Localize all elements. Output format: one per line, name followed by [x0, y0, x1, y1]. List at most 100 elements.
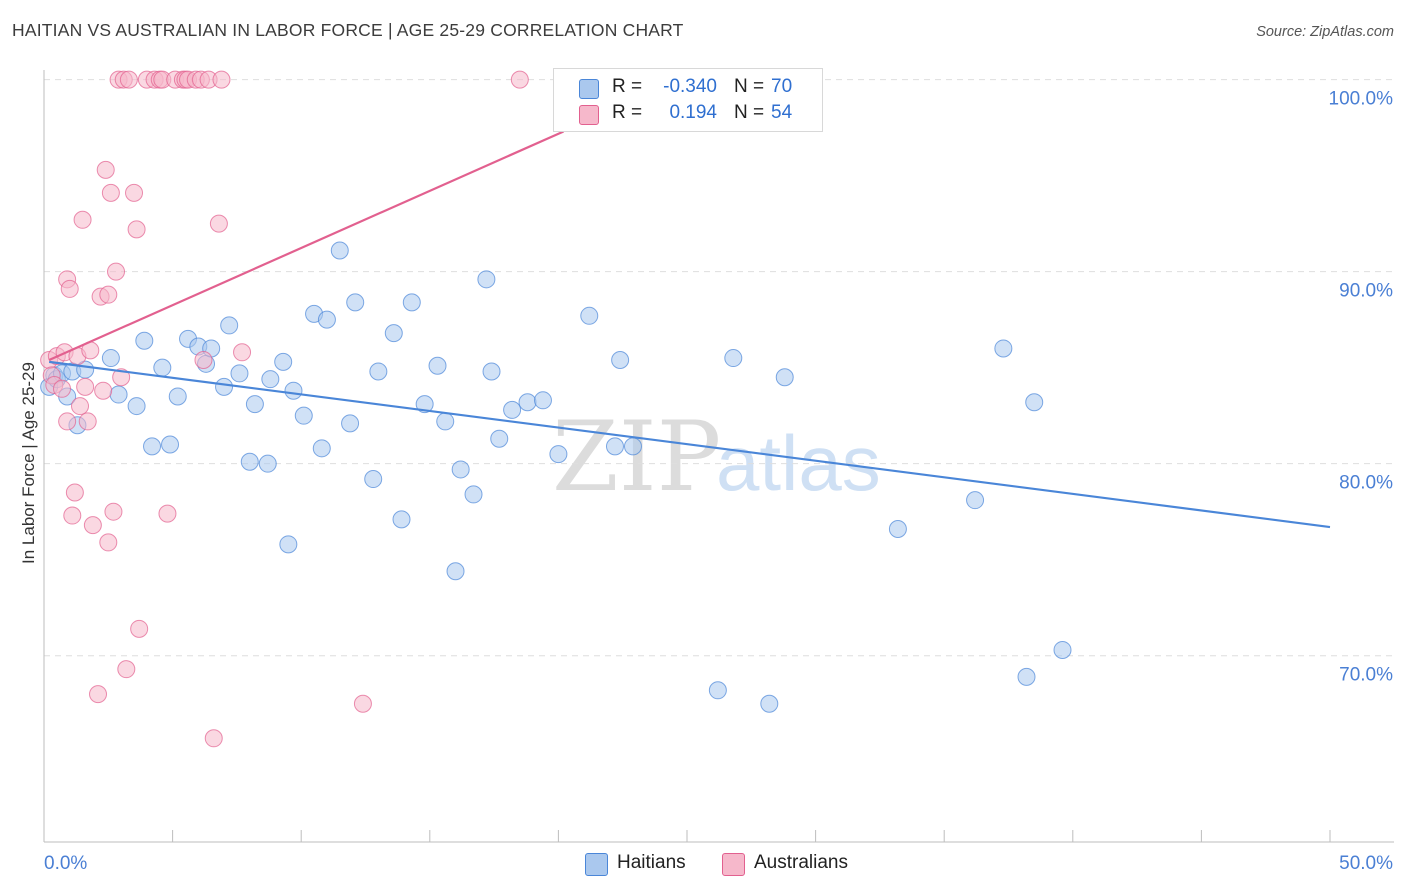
data-point [605, 437, 624, 456]
data-point [708, 681, 727, 700]
data-point [107, 262, 126, 281]
data-point [78, 412, 97, 431]
data-point [330, 241, 349, 260]
data-point [89, 685, 108, 704]
data-point [117, 660, 136, 679]
data-point [317, 310, 336, 329]
n-value: 70 [771, 76, 793, 97]
stats-row-haitians: R = -0.340 N = 70 [554, 75, 822, 101]
n-label: N = [734, 76, 765, 97]
data-point [71, 397, 90, 416]
data-point [549, 445, 568, 464]
tick-labels: 100.0% 90.0% 80.0% 70.0% 0.0% 50.0% [44, 89, 1393, 874]
legend-swatch-haitians [585, 853, 608, 876]
axes [43, 70, 1394, 843]
series-australians [40, 70, 529, 748]
legend-swatch-australians [722, 853, 745, 876]
correlation-stats-box: R = -0.340 N = 70 R = 0.194 N = 54 [553, 68, 823, 132]
data-point [477, 270, 496, 289]
chart-title: HAITIAN VS AUSTRALIAN IN LABOR FORCE | A… [12, 20, 684, 40]
watermark: ZIP atlas [552, 401, 881, 513]
data-point [101, 183, 120, 202]
data-point [580, 306, 599, 325]
data-point [1017, 667, 1036, 686]
y-tick-label: 70.0% [1339, 665, 1393, 686]
r-label: R = [612, 76, 643, 97]
data-point [104, 502, 123, 521]
legend-label-australians: Australians [754, 852, 848, 873]
data-point [209, 214, 228, 233]
data-point [101, 349, 120, 368]
data-point [312, 439, 331, 458]
data-point [482, 362, 501, 381]
data-point [384, 324, 403, 343]
data-point [130, 619, 149, 638]
n-value: 54 [771, 102, 793, 123]
data-point [245, 395, 264, 414]
data-point [464, 485, 483, 504]
data-point [369, 362, 388, 381]
data-point [109, 385, 128, 404]
trend-line-australians [48, 130, 564, 361]
data-point [119, 70, 138, 89]
source-credit: Source: ZipAtlas.com [1256, 24, 1394, 40]
data-point [341, 414, 360, 433]
data-point [888, 519, 907, 538]
trend-line-haitians [49, 360, 1331, 529]
r-value: 0.194 [669, 102, 717, 123]
data-point [65, 483, 84, 502]
data-point [127, 397, 146, 416]
data-point [99, 285, 118, 304]
data-point [611, 350, 630, 369]
trend-lines [48, 130, 1331, 529]
data-point [215, 377, 234, 396]
data-point [623, 437, 642, 456]
data-point [204, 729, 223, 748]
y-tick-label: 90.0% [1339, 281, 1393, 302]
data-point [112, 368, 131, 387]
data-point [518, 393, 537, 412]
series-haitians [40, 70, 1072, 713]
data-point [284, 381, 303, 400]
chart-legend: Haitians Australians [0, 851, 1406, 879]
data-point [261, 370, 280, 389]
data-point [503, 400, 522, 419]
r-label: R = [612, 102, 643, 123]
data-point [94, 381, 113, 400]
y-axis-label: In Labor Force | Age 25-29 [19, 362, 38, 564]
data-point [220, 316, 239, 335]
data-point [135, 331, 154, 350]
data-point [83, 516, 102, 535]
y-tick-label: 100.0% [1329, 89, 1394, 110]
data-point [73, 210, 92, 229]
data-point [428, 356, 447, 375]
data-point [194, 350, 213, 369]
data-point [212, 70, 231, 89]
data-point [346, 293, 365, 312]
data-points [40, 70, 1072, 748]
data-point [724, 349, 743, 368]
data-point [446, 562, 465, 581]
data-point [392, 510, 411, 529]
data-point [966, 491, 985, 510]
australians-swatch [579, 105, 599, 125]
watermark-zip: ZIP [552, 401, 721, 513]
data-point [490, 429, 509, 448]
data-point [53, 379, 72, 398]
data-point [76, 377, 95, 396]
data-point [161, 435, 180, 454]
data-point [775, 368, 794, 387]
data-point [353, 694, 372, 713]
x-tick-label: 0.0% [44, 853, 87, 874]
data-point [279, 535, 298, 554]
y-tick-label: 80.0% [1339, 473, 1393, 494]
data-point [99, 533, 118, 552]
data-point [233, 343, 252, 362]
data-point [274, 352, 293, 371]
data-point [153, 358, 172, 377]
data-point [127, 220, 146, 239]
data-point [1053, 640, 1072, 659]
data-point [994, 339, 1013, 358]
data-point [510, 70, 529, 89]
data-point [168, 387, 187, 406]
